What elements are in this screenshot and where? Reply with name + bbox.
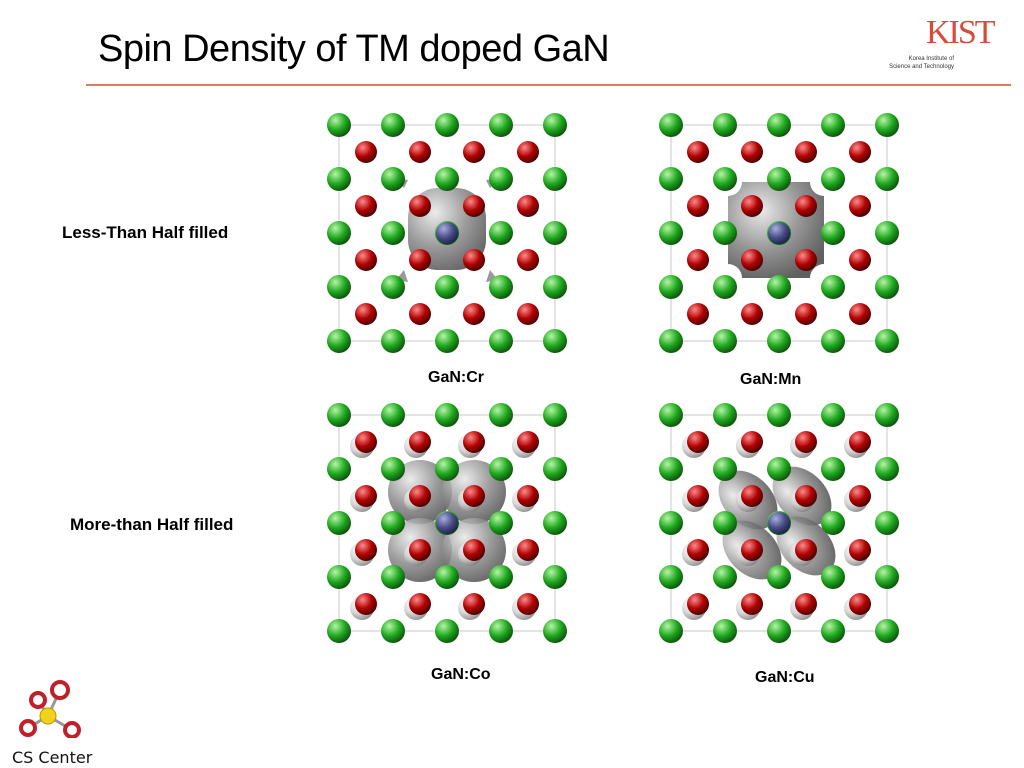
kist-logo-line-1: Korea Institute of [908,56,954,62]
cs-center-logo [19,680,81,738]
caption-gan-cu: GaN:Cu [755,669,815,686]
title-rule [86,84,1011,86]
kist-logo: KIST Korea Institute of Science and Tech… [884,14,996,78]
panel-gan-cu [659,403,899,643]
panel-gan-co [327,403,567,643]
panel-gan-mn [659,113,899,353]
caption-gan-mn: GaN:Mn [740,371,802,388]
slide-title: Spin Density of TM doped GaN [98,28,610,70]
caption-gan-co: GaN:Co [431,666,491,683]
row-label-less-than-half: Less-Than Half filled [62,223,229,242]
cs-center-label: CS Center [12,748,93,767]
row-label-more-than-half: More-than Half filled [70,515,234,534]
kist-logo-line-2: Science and Technology [889,64,954,70]
panel-gan-cr [327,113,567,353]
caption-gan-cr: GaN:Cr [428,369,485,386]
kist-logo-mark: KIST [926,14,996,51]
